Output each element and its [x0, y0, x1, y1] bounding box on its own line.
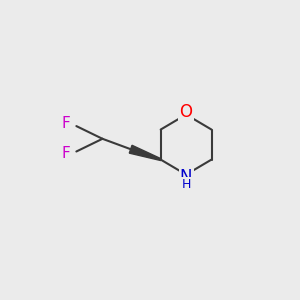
Text: O: O	[180, 103, 193, 121]
Polygon shape	[129, 145, 161, 160]
Text: N: N	[180, 168, 192, 186]
Text: F: F	[61, 116, 70, 131]
Text: F: F	[61, 146, 70, 161]
Text: H: H	[182, 178, 191, 191]
